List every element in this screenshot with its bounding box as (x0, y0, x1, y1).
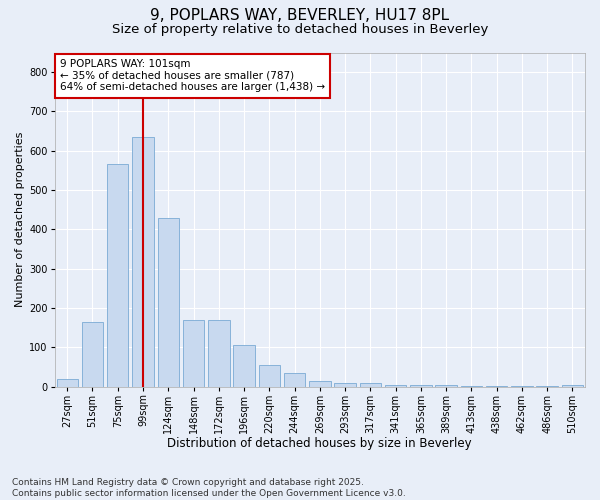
Text: 9, POPLARS WAY, BEVERLEY, HU17 8PL: 9, POPLARS WAY, BEVERLEY, HU17 8PL (151, 8, 449, 22)
Bar (309, 380, 331, 386)
Bar (82, 322, 103, 386)
Bar (56, 378, 78, 386)
Y-axis label: Number of detached properties: Number of detached properties (15, 132, 25, 307)
Bar (208, 320, 230, 386)
Bar (410, 384, 431, 386)
Bar (132, 137, 154, 386)
Text: Size of property relative to detached houses in Beverley: Size of property relative to detached ho… (112, 22, 488, 36)
Bar (562, 384, 583, 386)
Bar (385, 384, 406, 386)
Bar (334, 382, 356, 386)
Bar (233, 346, 255, 387)
Bar (183, 320, 204, 386)
Bar (359, 382, 381, 386)
Text: Contains HM Land Registry data © Crown copyright and database right 2025.
Contai: Contains HM Land Registry data © Crown c… (12, 478, 406, 498)
Bar (259, 365, 280, 386)
Text: 9 POPLARS WAY: 101sqm
← 35% of detached houses are smaller (787)
64% of semi-det: 9 POPLARS WAY: 101sqm ← 35% of detached … (60, 59, 325, 92)
Bar (284, 373, 305, 386)
X-axis label: Distribution of detached houses by size in Beverley: Distribution of detached houses by size … (167, 437, 472, 450)
Bar (158, 218, 179, 386)
Bar (107, 164, 128, 386)
